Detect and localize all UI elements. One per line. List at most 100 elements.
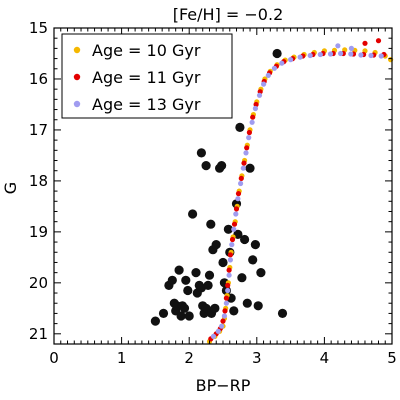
isochrone-1-point-9 <box>229 236 236 243</box>
y-tick-label-1: 16 <box>29 70 48 88</box>
isochrone-2-point-7 <box>227 257 233 263</box>
isochrone-1-point-8 <box>227 252 233 258</box>
isochrone-2-point-12 <box>238 180 244 187</box>
isochrone-2-point-33 <box>335 43 341 49</box>
observed-star-point-30 <box>217 161 227 171</box>
isochrone-2-point-29 <box>348 51 354 57</box>
isochrone-1-point-12 <box>235 191 242 197</box>
isochrone-1-point-15 <box>244 145 250 151</box>
isochrone-2-point-31 <box>368 52 374 59</box>
observed-star-point-44 <box>245 163 255 173</box>
isochrone-1-point-13 <box>238 175 244 181</box>
y-tick-label-3: 18 <box>29 172 48 190</box>
observed-star-point-45 <box>248 255 258 265</box>
observed-star-point-7 <box>174 265 184 275</box>
x-tick-label-5: 5 <box>387 349 397 367</box>
isochrone-2-point-4 <box>223 300 229 306</box>
observed-star-point-40 <box>235 122 245 132</box>
legend-box <box>61 33 233 119</box>
isochrone-1-point-34 <box>375 38 382 44</box>
isochrone-2-point-0 <box>210 333 217 339</box>
isochrone-2-point-14 <box>243 150 249 156</box>
observed-star-point-24 <box>206 219 216 229</box>
y-tick-label-6: 21 <box>29 325 48 343</box>
isochrone-1-point-10 <box>231 221 238 227</box>
observed-star-point-42 <box>240 234 250 245</box>
isochrone-2-point-8 <box>229 242 235 248</box>
legend-label-0: Age = 10 Gyr <box>92 41 201 60</box>
isochrone-2-point-23 <box>288 57 294 63</box>
isochrone-1-point-4 <box>222 308 228 314</box>
isochrone-2-point-2 <box>219 323 225 329</box>
isochrone-2-point-3 <box>221 313 227 319</box>
legend-label-2: Age = 13 Gyr <box>92 95 201 114</box>
isochrone-2-point-32 <box>378 53 384 59</box>
isochrone-1-point-14 <box>241 160 247 166</box>
observed-star-point-47 <box>253 301 263 311</box>
isochrone-2-point-21 <box>271 65 277 71</box>
isochrone-1-point-16 <box>246 129 252 136</box>
legend-marker-1 <box>73 73 81 81</box>
isochrone-2-point-5 <box>225 287 231 294</box>
observed-star-point-11 <box>181 275 191 285</box>
isochrone-2-point-22 <box>279 60 285 66</box>
isochrone-2-point-13 <box>240 165 246 171</box>
x-tick-label-3: 3 <box>252 349 262 367</box>
isochrone-2-point-30 <box>358 52 364 58</box>
observed-star-point-27 <box>210 303 220 313</box>
isochrone-2-point-16 <box>249 119 255 125</box>
isochrone-2-point-28 <box>338 50 344 57</box>
y-tick-label-5: 20 <box>29 274 48 292</box>
isochrone-2-point-26 <box>317 51 323 58</box>
axis-ticks: 0 1 2 3 4 5 15 16 17 18 19 20 21 <box>29 19 397 367</box>
x-tick-label-2: 2 <box>184 349 194 367</box>
legend-label-1: Age = 11 Gyr <box>92 68 201 87</box>
observed-star-point-43 <box>242 298 252 308</box>
observed-star-point-13 <box>184 311 194 321</box>
observed-star-point-3 <box>167 275 177 285</box>
isochrone-2-point-19 <box>261 81 267 87</box>
isochrone-1-point-18 <box>253 101 259 108</box>
isochrone-2-point-9 <box>231 226 237 232</box>
legend-marker-0 <box>73 46 81 54</box>
isochrone-2-point-15 <box>246 135 252 141</box>
observed-star-point-50 <box>272 48 282 59</box>
observed-star-point-46 <box>250 240 260 250</box>
observed-star-point-52 <box>201 161 211 171</box>
isochrone-1-point-11 <box>233 206 240 212</box>
isochrone-1-point-3 <box>220 318 226 324</box>
isochrone-1-point-5 <box>223 295 229 301</box>
isochrone-2-point-10 <box>233 211 239 217</box>
isochrone-1-point-6 <box>225 282 231 288</box>
observed-star-point-15 <box>191 268 201 278</box>
isochrone-1-point-17 <box>250 114 256 120</box>
x-tick-label-4: 4 <box>320 349 330 367</box>
isochrone-2-point-6 <box>226 272 232 278</box>
observed-star-point-0 <box>150 316 160 326</box>
y-tick-label-2: 17 <box>29 121 48 139</box>
observed-star-point-34 <box>223 224 233 234</box>
isochrone-2-point-17 <box>252 105 258 112</box>
observed-star-point-37 <box>229 306 239 316</box>
observed-star-point-8 <box>176 311 186 321</box>
x-axis-label: BP−RP <box>196 376 251 395</box>
observed-star-point-14 <box>188 209 198 219</box>
legend: Age = 10 Gyr Age = 11 Gyr Age = 13 Gyr <box>61 33 233 119</box>
isochrone-2-point-34 <box>348 45 354 52</box>
observed-star-point-12 <box>183 285 193 296</box>
isochrone-2-point-1 <box>215 328 221 334</box>
x-tick-label-1: 1 <box>117 349 127 367</box>
observed-star-point-48 <box>256 268 266 278</box>
observed-star-point-22 <box>203 280 213 290</box>
isochrone-2-point-27 <box>327 51 334 57</box>
isochrone-1-point-35 <box>362 40 368 46</box>
isochrone-2-point-11 <box>235 196 241 202</box>
isochrone-2-point-20 <box>265 72 271 78</box>
isochrone-2-point-24 <box>297 54 303 60</box>
legend-marker-2 <box>73 100 81 108</box>
observed-star-point-31 <box>218 257 228 268</box>
y-axis-label: G <box>1 182 20 194</box>
isochrone-2-point-18 <box>256 92 263 98</box>
observed-star-point-10 <box>179 303 190 313</box>
